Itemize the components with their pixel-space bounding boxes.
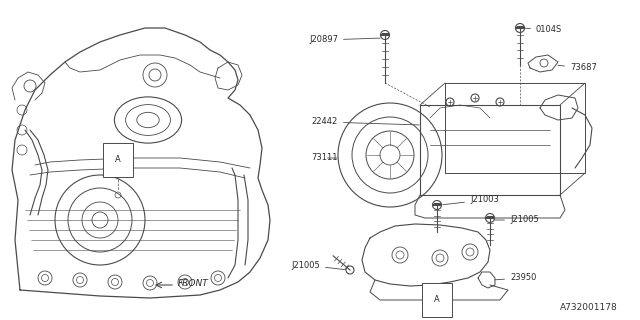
- Text: J21005: J21005: [291, 260, 345, 270]
- Text: 0104S: 0104S: [525, 26, 563, 35]
- Text: J21003: J21003: [443, 196, 499, 205]
- Text: J21005: J21005: [495, 215, 539, 225]
- Text: A732001178: A732001178: [560, 303, 618, 313]
- Text: 22442: 22442: [312, 117, 419, 126]
- Text: 73111: 73111: [312, 154, 338, 163]
- Text: J20897: J20897: [309, 36, 380, 44]
- Text: FRONT: FRONT: [178, 279, 209, 289]
- Text: 23950: 23950: [495, 274, 536, 283]
- Text: A: A: [115, 156, 121, 164]
- Text: 73687: 73687: [557, 63, 597, 73]
- Text: A: A: [434, 295, 440, 305]
